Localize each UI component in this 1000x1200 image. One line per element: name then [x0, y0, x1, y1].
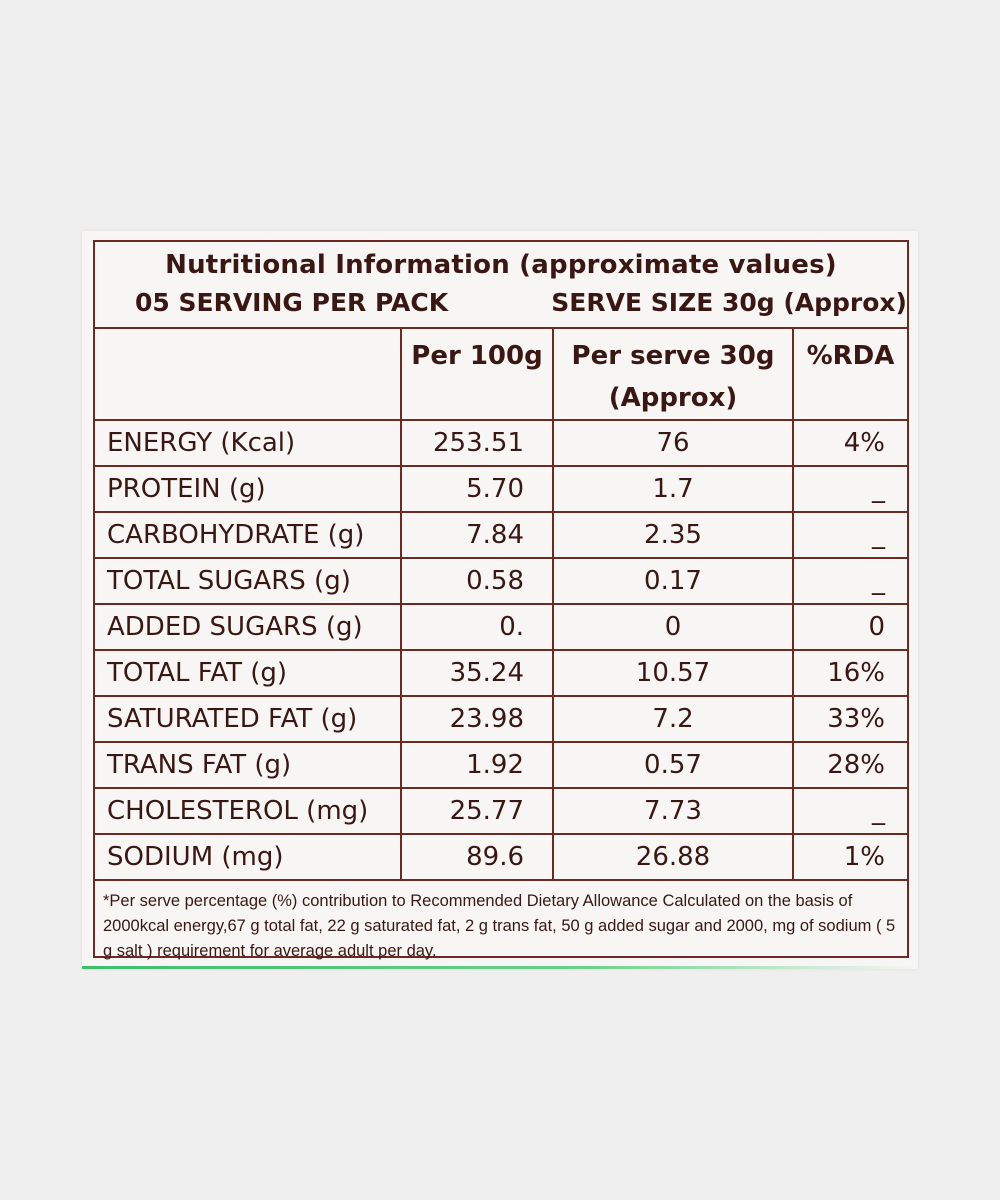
nutrient-name: ENERGY (Kcal) — [95, 419, 402, 467]
footnote: *Per serve percentage (%) contribution t… — [103, 892, 896, 960]
header-blank-cell — [95, 329, 402, 421]
header-per-serve: Per serve 30g (Approx) — [552, 329, 794, 421]
value-per-serve: 0.57 — [552, 741, 794, 789]
table-row: CARBOHYDRATE (g) 7.84 2.35 _ — [95, 511, 907, 559]
table-row: ENERGY (Kcal) 253.51 76 4% — [95, 419, 907, 467]
value-per-serve: 0 — [552, 603, 794, 651]
table-row: SATURATED FAT (g) 23.98 7.2 33% — [95, 695, 907, 743]
value-per-serve: 10.57 — [552, 649, 794, 697]
value-per-100g: 7.84 — [400, 511, 554, 559]
servings-per-pack: 05 SERVING PER PACK — [135, 288, 449, 317]
value-per-100g: 25.77 — [400, 787, 554, 835]
table-row: PROTEIN (g) 5.70 1.7 _ — [95, 465, 907, 513]
nutrient-name: TOTAL FAT (g) — [95, 649, 402, 697]
value-per-serve: 26.88 — [552, 833, 794, 881]
table-row: CHOLESTEROL (mg) 25.77 7.73 _ — [95, 787, 907, 835]
value-per-serve: 7.73 — [552, 787, 794, 835]
value-per-100g: 89.6 — [400, 833, 554, 881]
nutrient-name: ADDED SUGARS (g) — [95, 603, 402, 651]
nutrition-label-card: Nutritional Information (approximate val… — [82, 231, 918, 969]
value-per-100g: 35.24 — [400, 649, 554, 697]
header-rda: %RDA — [792, 329, 907, 421]
value-rda: 16% — [792, 649, 907, 697]
label-header: Nutritional Information (approximate val… — [95, 242, 907, 329]
value-per-serve: 1.7 — [552, 465, 794, 513]
value-per-100g: 23.98 — [400, 695, 554, 743]
nutrient-name: TOTAL SUGARS (g) — [95, 557, 402, 605]
value-per-serve: 2.35 — [552, 511, 794, 559]
table-row: SODIUM (mg) 89.6 26.88 1% — [95, 833, 907, 881]
table-row: TOTAL SUGARS (g) 0.58 0.17 _ — [95, 557, 907, 605]
nutrition-table-frame: Nutritional Information (approximate val… — [93, 240, 909, 960]
value-rda: _ — [792, 465, 907, 513]
nutrient-name: CARBOHYDRATE (g) — [95, 511, 402, 559]
table-row: TOTAL FAT (g) 35.24 10.57 16% — [95, 649, 907, 697]
green-edge-strip — [82, 966, 918, 969]
value-rda: _ — [792, 511, 907, 559]
serve-size: SERVE SIZE 30g (Approx) — [551, 288, 907, 317]
nutrient-name: SATURATED FAT (g) — [95, 695, 402, 743]
value-per-serve: 76 — [552, 419, 794, 467]
value-per-100g: 253.51 — [400, 419, 554, 467]
nutrient-name: PROTEIN (g) — [95, 465, 402, 513]
nutrient-name: CHOLESTEROL (mg) — [95, 787, 402, 835]
value-rda: _ — [792, 557, 907, 605]
header-per-100g: Per 100g — [400, 329, 554, 421]
value-per-100g: 5.70 — [400, 465, 554, 513]
value-rda: _ — [792, 787, 907, 835]
header-per-serve-line2: (Approx) — [608, 383, 738, 413]
header-per-serve-line1: Per serve 30g — [571, 341, 775, 371]
value-rda: 4% — [792, 419, 907, 467]
value-per-100g: 0. — [400, 603, 554, 651]
value-per-serve: 0.17 — [552, 557, 794, 605]
value-per-100g: 0.58 — [400, 557, 554, 605]
nutrition-table: Per 100g Per serve 30g (Approx) %RDA ENE… — [95, 329, 907, 881]
value-rda: 28% — [792, 741, 907, 789]
value-per-100g: 1.92 — [400, 741, 554, 789]
table-header-row: Per 100g Per serve 30g (Approx) %RDA — [95, 329, 907, 421]
value-rda: 0 — [792, 603, 907, 651]
table-row: ADDED SUGARS (g) 0. 0 0 — [95, 603, 907, 651]
value-rda: 33% — [792, 695, 907, 743]
table-row: TRANS FAT (g) 1.92 0.57 28% — [95, 741, 907, 789]
value-rda: 1% — [792, 833, 907, 881]
label-title: Nutritional Information (approximate val… — [165, 250, 837, 280]
nutrient-name: TRANS FAT (g) — [95, 741, 402, 789]
value-per-serve: 7.2 — [552, 695, 794, 743]
nutrient-name: SODIUM (mg) — [95, 833, 402, 881]
